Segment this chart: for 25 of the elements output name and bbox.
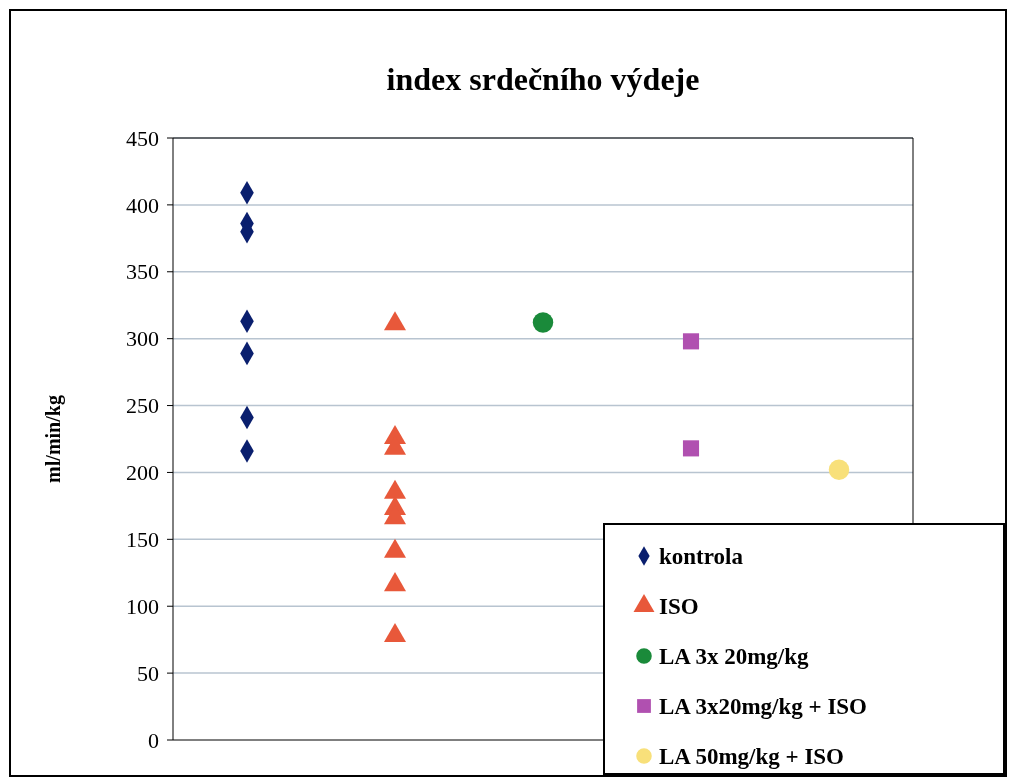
legend-label: ISO xyxy=(659,594,699,620)
point xyxy=(532,312,554,333)
y-tick-label: 450 xyxy=(126,125,159,151)
point xyxy=(383,479,407,499)
point xyxy=(682,440,700,457)
y-tick-label: 200 xyxy=(126,460,159,486)
legend-label: LA 3x 20mg/kg xyxy=(659,644,810,670)
chart-title: index srdečního výdeje xyxy=(386,61,700,97)
y-tick-label: 400 xyxy=(126,192,159,218)
point xyxy=(383,622,407,643)
y-tick-label: 0 xyxy=(148,727,159,753)
point xyxy=(383,572,407,592)
legend-label: LA 3x20mg/kg + ISO xyxy=(659,694,868,720)
y-tick-label: 250 xyxy=(126,393,159,419)
point xyxy=(828,459,850,480)
legend-label: LA 50mg/kg + ISO xyxy=(659,744,845,770)
point xyxy=(383,538,407,558)
point xyxy=(682,333,700,350)
y-axis-title: ml/min/kg xyxy=(42,395,65,483)
y-tick-label: 350 xyxy=(126,259,159,285)
y-tick-label: 100 xyxy=(126,593,159,619)
y-tick-label: 50 xyxy=(137,660,159,686)
y-tick-label: 150 xyxy=(126,527,159,553)
legend-label: kontrola xyxy=(659,544,744,570)
y-tick-label: 300 xyxy=(126,326,159,352)
